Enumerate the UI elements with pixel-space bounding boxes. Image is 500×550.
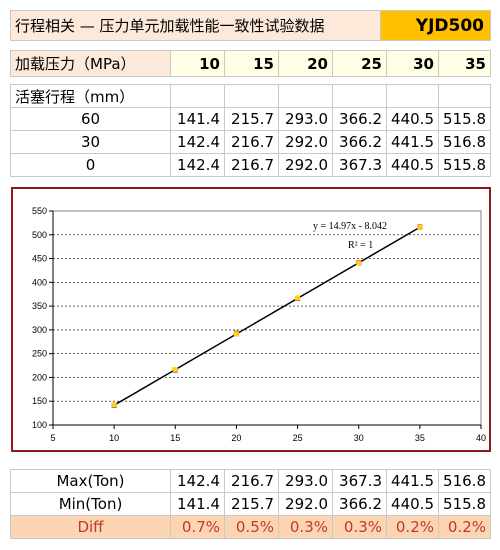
table-cell: 515.8 [438, 492, 491, 516]
table-cell: 216.7 [224, 153, 279, 177]
y-tick-label: 100 [32, 420, 47, 430]
x-tick-label: 5 [50, 433, 55, 443]
data-point [233, 331, 239, 337]
data-point [356, 260, 362, 266]
table-cell: 366.2 [332, 107, 387, 131]
table-cell: 141.4 [170, 492, 225, 516]
table-cell: 515.8 [438, 153, 491, 177]
table-cell: 515.8 [438, 107, 491, 131]
x-tick-label: 25 [293, 433, 303, 443]
x-tick-label: 15 [170, 433, 180, 443]
summary-label: Diff [10, 515, 171, 539]
x-tick-label: 30 [354, 433, 364, 443]
table-cell: 367.3 [332, 153, 387, 177]
table-cell: 440.5 [386, 107, 439, 131]
data-point [172, 367, 178, 373]
table-cell: 293.0 [278, 107, 333, 131]
table-cell: 441.5 [386, 469, 439, 493]
title-table: 行程相关 — 压力单元加载性能一致性试验数据 YJD500 [10, 10, 491, 41]
chart-container: 100 150 200 250 300 350 400 450 500 550 5 10 15 20 25 3… [11, 187, 491, 452]
page-title: 行程相关 — 压力单元加载性能一致性试验数据 [10, 10, 381, 41]
table-row: 0 142.4 216.7 292.0 367.3 440.5 515.8 [10, 153, 491, 177]
table-cell: 516.8 [438, 469, 491, 493]
x-tick-label: 10 [109, 433, 119, 443]
data-point [111, 402, 117, 408]
table-cell: 516.8 [438, 130, 491, 154]
stroke-label: 活塞行程（mm） [10, 84, 171, 108]
data-point [295, 295, 301, 301]
summary-label: Max(Ton) [10, 469, 171, 493]
y-tick-label: 550 [32, 206, 47, 216]
stroke-value: 30 [10, 130, 171, 154]
r-squared-label: R² = 1 [348, 240, 373, 251]
table-cell: 366.2 [332, 130, 387, 154]
table-row: Diff 0.7% 0.5% 0.3% 0.3% 0.2% 0.2% [10, 515, 491, 539]
table-cell: 142.4 [170, 130, 225, 154]
table-cell: 215.7 [224, 492, 279, 516]
table-cell: 216.7 [224, 130, 279, 154]
pressure-value: 15 [224, 50, 279, 77]
pressure-value: 10 [170, 50, 225, 77]
table-cell: 215.7 [224, 107, 279, 131]
table-cell: 441.5 [386, 130, 439, 154]
y-tick-label: 300 [32, 325, 47, 335]
table-cell: 0.3% [278, 515, 333, 539]
table-cell: 293.0 [278, 469, 333, 493]
table-row: 30 142.4 216.7 292.0 366.2 441.5 516.8 [10, 130, 491, 154]
model-label: YJD500 [380, 10, 491, 41]
x-tick-label: 20 [231, 433, 241, 443]
table-cell: 440.5 [386, 492, 439, 516]
trendline [113, 226, 421, 406]
plot-area [52, 210, 482, 426]
table-cell: 292.0 [278, 130, 333, 154]
table-cell: 367.3 [332, 469, 387, 493]
pressure-value: 25 [332, 50, 387, 77]
pressure-value: 35 [438, 50, 491, 77]
summary-label: Min(Ton) [10, 492, 171, 516]
pressure-value: 30 [386, 50, 439, 77]
table-cell: 292.0 [278, 492, 333, 516]
table-cell: 216.7 [224, 469, 279, 493]
table-cell: 141.4 [170, 107, 225, 131]
table-cell: 0.3% [332, 515, 387, 539]
table-cell: 0.5% [224, 515, 279, 539]
y-tick-label: 150 [32, 396, 47, 406]
y-tick-label: 400 [32, 277, 47, 287]
x-tick-label: 40 [476, 433, 486, 443]
y-tick-label: 500 [32, 230, 47, 240]
table-cell: 440.5 [386, 153, 439, 177]
trendline-equation: y = 14.97x - 8.042 [313, 221, 387, 232]
scatter-chart: 100 150 200 250 300 350 400 450 500 550 5 10 15 20 25 3… [32, 206, 486, 443]
summary-table: Max(Ton) 142.4 216.7 293.0 367.3 441.5 5… [10, 469, 491, 539]
table-cell: 292.0 [278, 153, 333, 177]
table-cell: 366.2 [332, 492, 387, 516]
table-row: Max(Ton) 142.4 216.7 293.0 367.3 441.5 5… [10, 469, 491, 493]
table-cell: 142.4 [170, 469, 225, 493]
stroke-value: 0 [10, 153, 171, 177]
pressure-table: 加载压力（MPa） 10 15 20 25 30 35 [10, 50, 491, 77]
y-tick-label: 250 [32, 349, 47, 359]
table-cell: 0.7% [170, 515, 225, 539]
data-point [417, 224, 423, 230]
table-row: 60 141.4 215.7 293.0 366.2 440.5 515.8 [10, 107, 491, 131]
x-tick-label: 35 [415, 433, 425, 443]
table-row: Min(Ton) 141.4 215.7 292.0 366.2 440.5 5… [10, 492, 491, 516]
table-cell: 0.2% [386, 515, 439, 539]
pressure-label: 加载压力（MPa） [10, 50, 171, 77]
stroke-table: 活塞行程（mm） 60 141.4 215.7 293.0 366.2 440.… [10, 84, 491, 177]
table-cell: 0.2% [438, 515, 491, 539]
y-tick-label: 450 [32, 254, 47, 264]
pressure-value: 20 [278, 50, 333, 77]
stroke-value: 60 [10, 107, 171, 131]
y-tick-label: 350 [32, 301, 47, 311]
table-cell: 142.4 [170, 153, 225, 177]
y-tick-label: 200 [32, 372, 47, 382]
